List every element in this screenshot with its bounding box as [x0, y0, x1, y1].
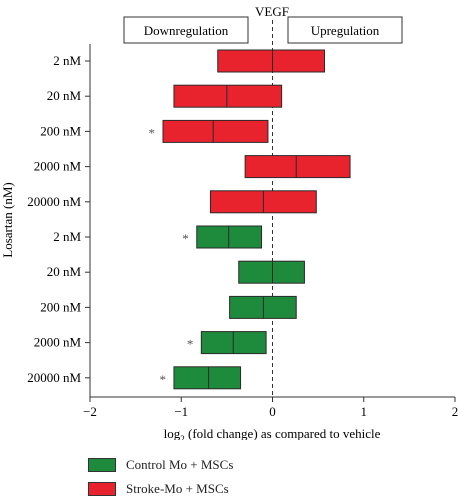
box-stroke	[217, 49, 326, 73]
box-control	[238, 260, 305, 284]
significance-marker: *	[149, 125, 156, 140]
y-tick-label: 20000 nM	[27, 194, 81, 209]
x-tick-label: −2	[83, 404, 97, 419]
x-tick-label: 1	[361, 404, 368, 419]
significance-marker: *	[182, 231, 189, 246]
y-tick-label: 2 nM	[53, 229, 81, 244]
y-axis-label: Losartan (nM)	[0, 182, 15, 257]
chart-title: VEGF	[255, 4, 289, 19]
header-right-box	[287, 16, 403, 44]
y-tick-label: 20000 nM	[27, 370, 81, 385]
y-tick-label: 2000 nM	[34, 159, 82, 174]
header-right-label: Upregulation	[311, 23, 380, 38]
x-axis-label-suffix: (fold change) as compared to vehicle	[185, 426, 381, 440]
box-stroke	[162, 119, 269, 143]
legend-swatch-stroke	[88, 482, 116, 496]
legend-item-control: Control Mo + MSCs	[88, 457, 233, 473]
x-axis-label: log2 (fold change) as compared to vehicl…	[164, 426, 381, 440]
x-tick-label: 0	[269, 404, 276, 419]
y-tick-label: 200 nM	[40, 123, 81, 138]
header-left-box	[123, 16, 249, 44]
significance-marker: *	[187, 337, 194, 352]
box-control	[173, 366, 242, 390]
chart-svg: VEGF Downregulation Upregulation −2 −1 0 1 2…	[0, 4, 458, 440]
significance-marker: *	[159, 372, 166, 387]
y-tick-label: 200 nM	[40, 299, 81, 314]
y-tick-label: 2 nM	[53, 53, 81, 68]
y-tick-label: 2000 nM	[34, 335, 82, 350]
x-axis-label-sub: 2	[180, 434, 185, 440]
legend-label-control: Control Mo + MSCs	[126, 457, 234, 472]
legend-item-stroke: Stroke-Mo + MSCs	[88, 481, 229, 497]
x-tick-label: 2	[452, 404, 458, 419]
legend-swatch-control	[88, 458, 116, 472]
x-axis-label-prefix: log	[164, 426, 181, 440]
x-tick-label: −1	[174, 404, 188, 419]
box-stroke	[173, 84, 283, 108]
legend-label-stroke: Stroke-Mo + MSCs	[126, 481, 229, 496]
header-left-label: Downregulation	[144, 23, 229, 38]
y-tick-label: 20 nM	[47, 264, 82, 279]
y-tick-label: 20 nM	[47, 88, 82, 103]
box-stroke	[244, 155, 351, 179]
